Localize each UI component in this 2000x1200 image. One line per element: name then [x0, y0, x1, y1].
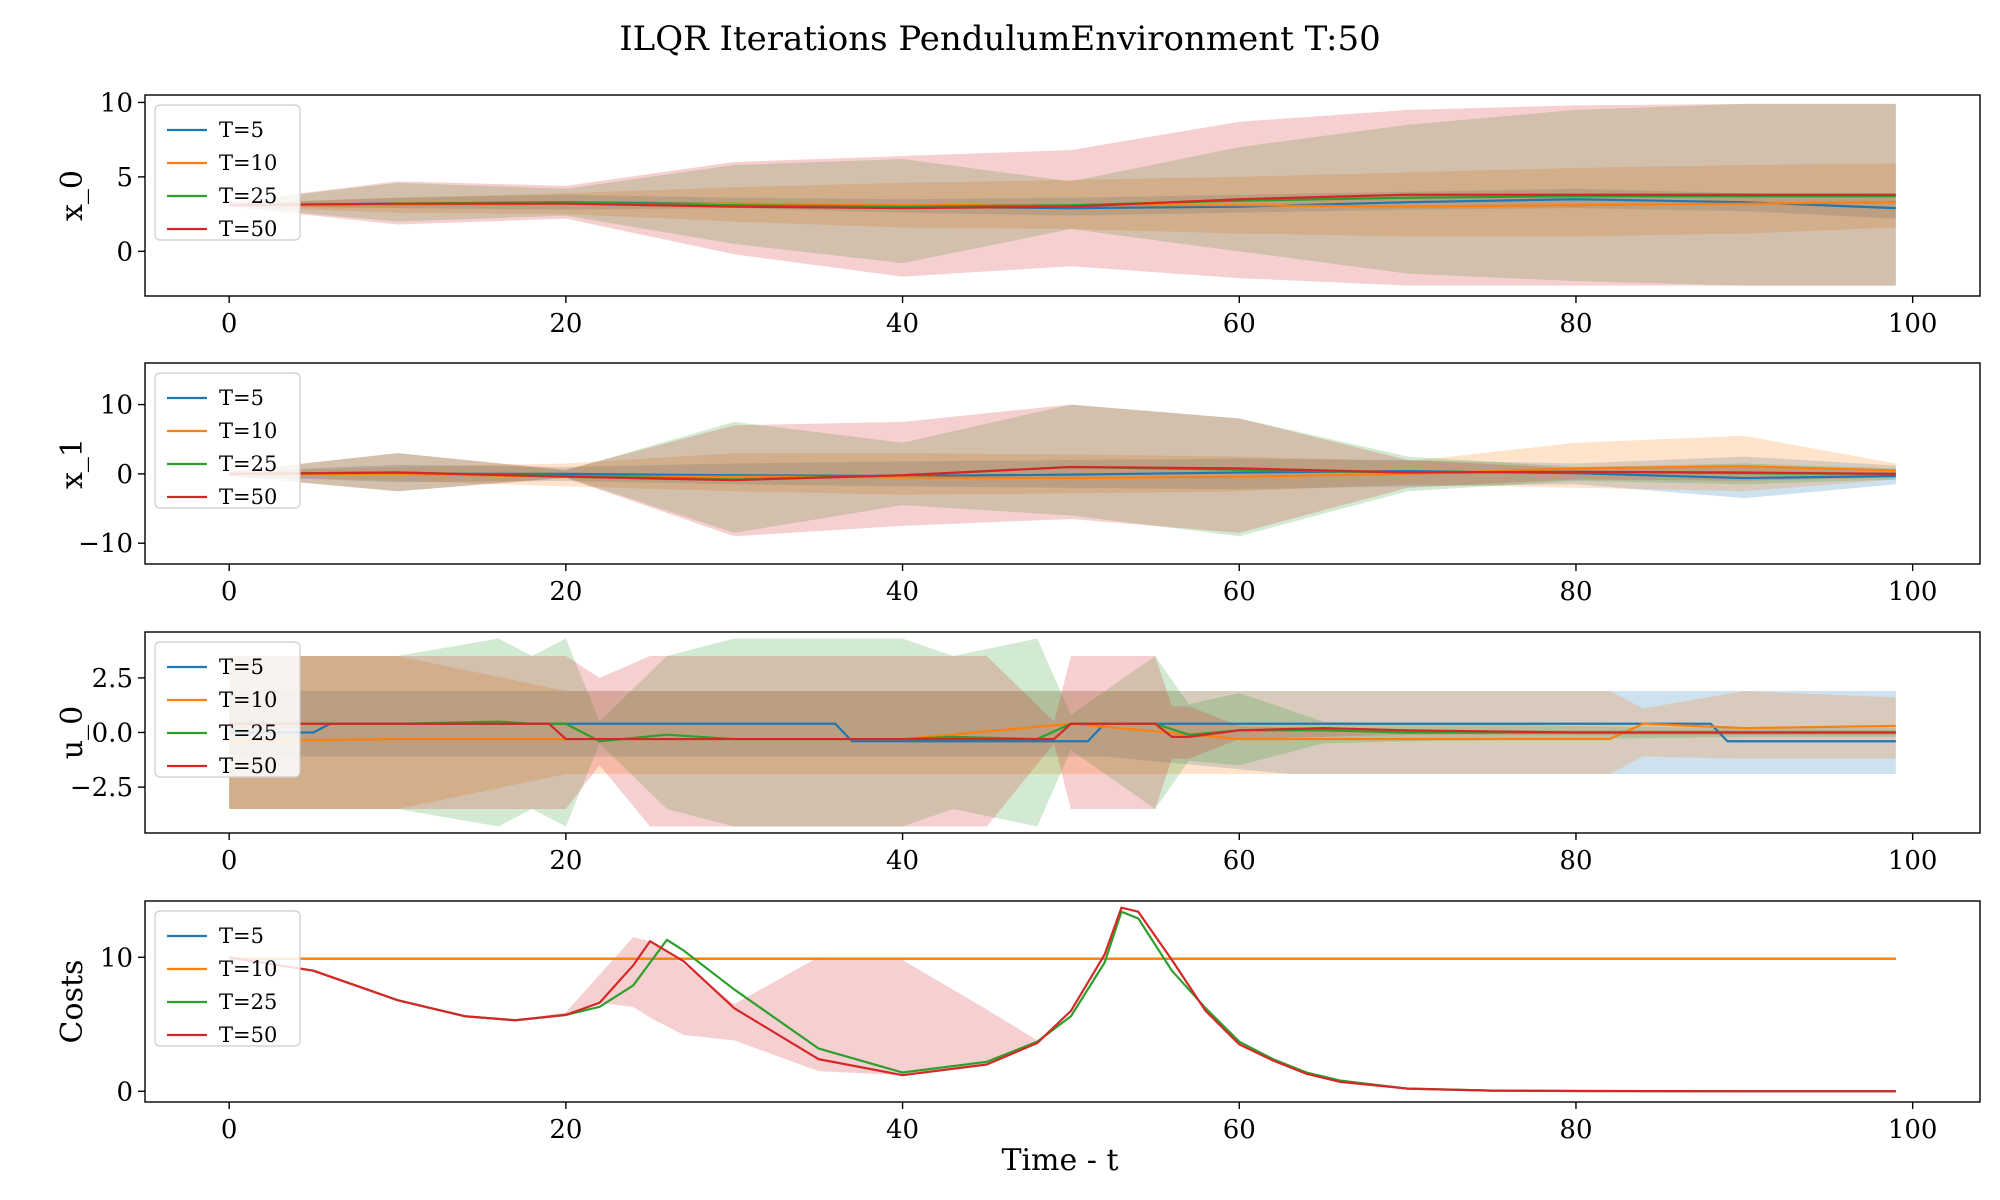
x-tick-label: 100	[1888, 309, 1938, 339]
series-line-T=10	[229, 722, 1896, 743]
x-tick-label: 100	[1888, 577, 1938, 607]
plot-area	[229, 906, 1896, 1093]
x-tick-label: 20	[549, 846, 582, 876]
y-tick-label: 10	[100, 391, 133, 421]
y-tick-label: 10	[100, 943, 133, 973]
legend-box	[154, 104, 301, 241]
x-tick-label: 20	[549, 1115, 582, 1145]
axes-frame	[144, 900, 1981, 1103]
legend-label-T=10: T=10	[219, 419, 277, 443]
plot-area	[229, 404, 1896, 537]
subplot-u_0: 0 20 40 60 80 100 −2.5 0.0 2.5u_0 T=5 T=10 T=25 T=50	[55, 631, 1981, 876]
y-tick-label: 10	[100, 88, 133, 118]
legend-label-T=5: T=5	[219, 118, 264, 142]
x-tick-label: 80	[1559, 309, 1592, 339]
series-line-T=50	[229, 906, 1896, 1093]
subplot-Costs: 0 20 40 60 80 100 0 10 Costs T=5 T=10 T=25 T=50	[55, 900, 1981, 1145]
series-line-T=50	[229, 722, 1896, 741]
y-tick-label: 0	[116, 1077, 133, 1107]
x-tick-label: 60	[1223, 846, 1256, 876]
x-tick-label: 40	[886, 309, 919, 339]
series-line-T=25	[229, 910, 1896, 1093]
x-tick-label: 0	[221, 1115, 238, 1145]
y-tick-label: 0	[116, 237, 133, 267]
band-T=50	[229, 907, 1896, 1092]
x-tick-label: 0	[221, 309, 238, 339]
legend-box	[154, 910, 301, 1047]
x-tick-label: 60	[1223, 577, 1256, 607]
x-tick-label: 20	[549, 309, 582, 339]
x-tick-label: 100	[1888, 1115, 1938, 1145]
legend-box	[154, 641, 301, 778]
legend: T=5 T=10 T=25 T=50	[154, 910, 301, 1047]
band-T=25	[229, 103, 1896, 286]
legend-label-T=25: T=25	[219, 184, 277, 208]
x-tick-label: 80	[1559, 846, 1592, 876]
y-axis-label: x_1	[55, 438, 90, 489]
y-tick-label: 0.0	[92, 719, 133, 749]
legend-label-T=5: T=5	[219, 386, 264, 410]
x-tick-label: 60	[1223, 1115, 1256, 1145]
legend-label-T=10: T=10	[219, 688, 277, 712]
legend-label-T=5: T=5	[219, 655, 264, 679]
axes-frame	[144, 94, 1981, 297]
figure-title: ILQR Iterations PendulumEnvironment T:50	[619, 19, 1381, 59]
x-tick-label: 40	[886, 1115, 919, 1145]
x-tick-label: 0	[221, 846, 238, 876]
legend-box	[154, 372, 301, 509]
subplot-x_0: 0 20 40 60 80 100 0 5 10 x_0 T=5 T=10 T=25 T=50	[55, 88, 1981, 339]
band-T=50	[229, 103, 1896, 286]
y-axis-label: Costs	[55, 960, 90, 1044]
y-axis-label: x_0	[55, 170, 90, 221]
plot-area	[229, 638, 1896, 827]
y-tick-label: −2.5	[70, 773, 133, 803]
band-T=25	[229, 404, 1896, 537]
x-tick-label: 80	[1559, 1115, 1592, 1145]
x-tick-label: 0	[221, 577, 238, 607]
legend-label-T=50: T=50	[219, 1023, 277, 1047]
y-tick-label: −10	[78, 529, 133, 559]
y-tick-label: 0	[116, 460, 133, 490]
legend-label-T=25: T=25	[219, 990, 277, 1014]
legend-label-T=10: T=10	[219, 151, 277, 175]
series-line-T=50	[229, 465, 1896, 482]
band-T=50	[229, 404, 1896, 537]
series-line-T=50	[229, 193, 1896, 210]
x-tick-label: 40	[886, 577, 919, 607]
legend: T=5 T=10 T=25 T=50	[154, 641, 301, 778]
x-tick-label: 20	[549, 577, 582, 607]
legend-label-T=5: T=5	[219, 924, 264, 948]
band-T=10	[229, 163, 1896, 237]
legend: T=5 T=10 T=25 T=50	[154, 104, 301, 241]
legend-label-T=10: T=10	[219, 957, 277, 981]
y-axis-label: u_0	[55, 706, 90, 759]
plot-area	[229, 103, 1896, 286]
legend-label-T=50: T=50	[219, 217, 277, 241]
x-tick-label: 80	[1559, 577, 1592, 607]
band-T=25	[229, 911, 1896, 1092]
y-tick-label: 2.5	[92, 664, 133, 694]
band-T=10	[229, 435, 1896, 495]
x-axis-label: Time - t	[1001, 1143, 1118, 1178]
legend-label-T=50: T=50	[219, 754, 277, 778]
x-tick-label: 100	[1888, 846, 1938, 876]
legend-label-T=50: T=50	[219, 485, 277, 509]
legend-label-T=25: T=25	[219, 452, 277, 476]
legend: T=5 T=10 T=25 T=50	[154, 372, 301, 509]
subplot-x_1: 0 20 40 60 80 100 −10 0 10 x_1 T=5 T=10 T=25 T=50	[55, 362, 1981, 607]
x-tick-label: 60	[1223, 309, 1256, 339]
legend-label-T=25: T=25	[219, 721, 277, 745]
axes-frame	[144, 362, 1981, 565]
y-tick-label: 5	[116, 163, 133, 193]
x-tick-label: 40	[886, 846, 919, 876]
